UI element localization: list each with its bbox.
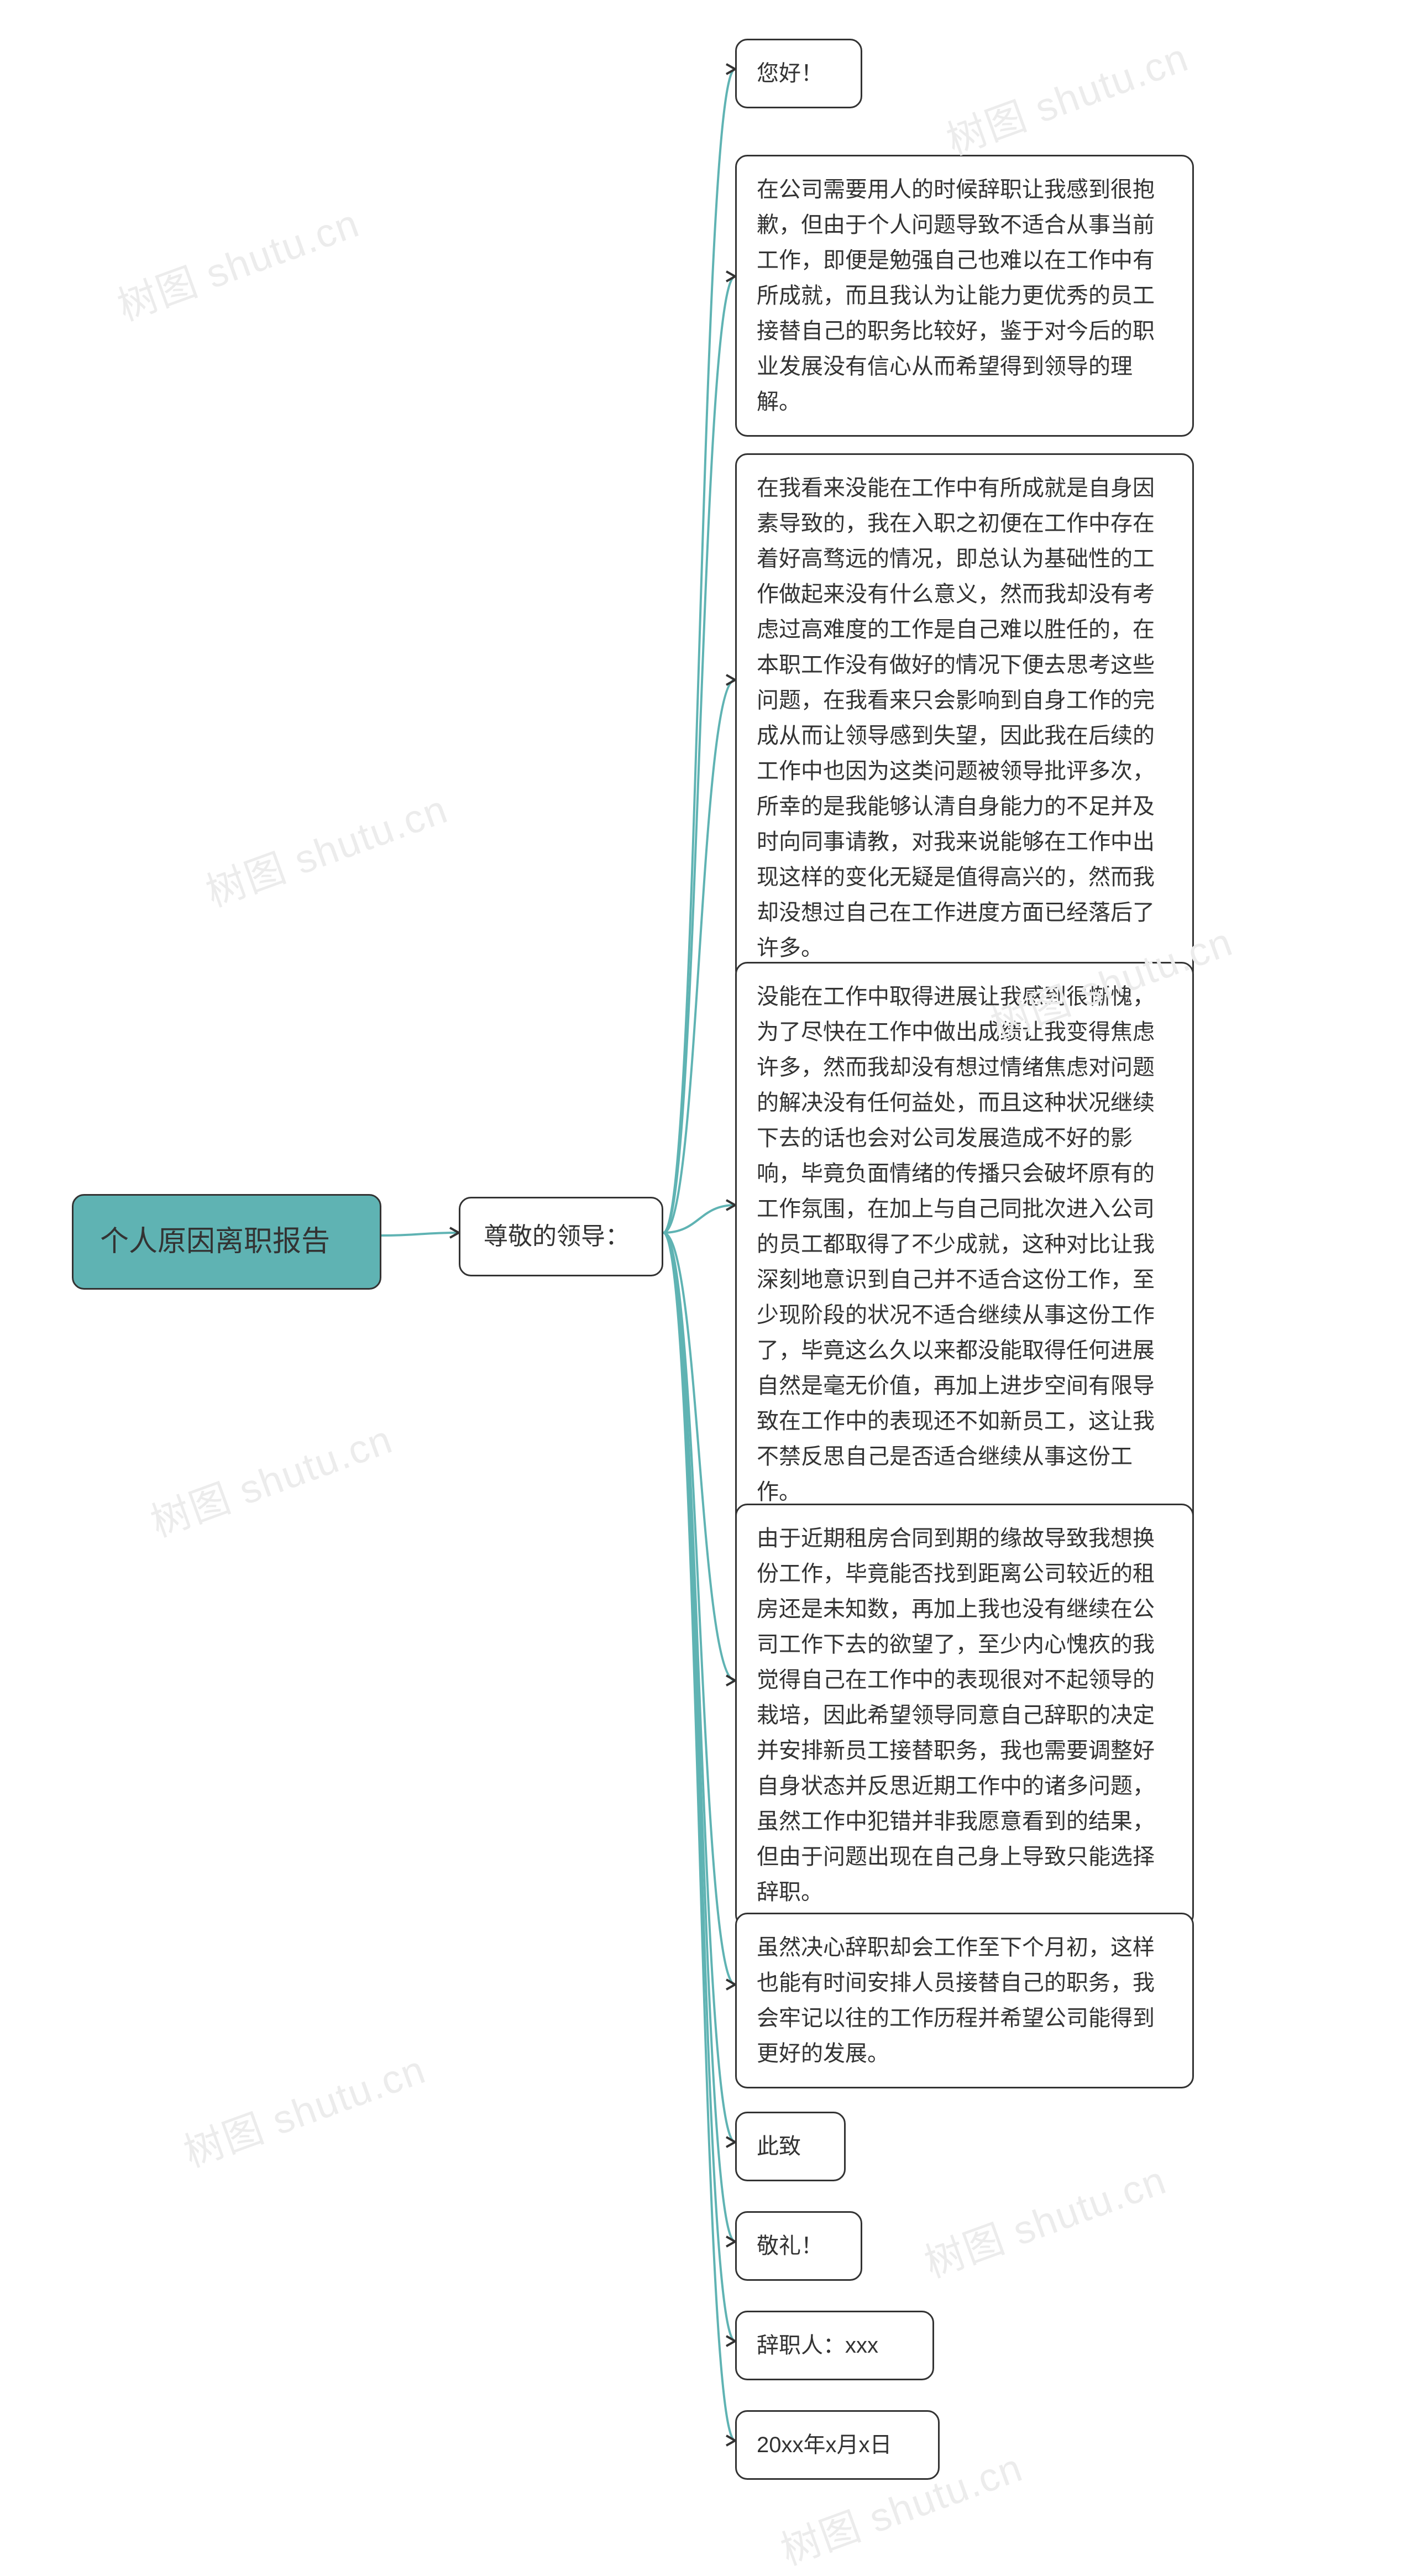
watermark-0: 树图 shutu.cn — [108, 191, 366, 332]
leaf-node-3: 没能在工作中取得进展让我感到很惭愧，为了尽快在工作中做出成绩让我变得焦虑许多，然… — [735, 962, 1194, 1527]
leaf-node-4: 由于近期租房合同到期的缘故导致我想换份工作，毕竟能否找到距离公司较近的租房还是未… — [735, 1504, 1194, 1927]
watermark-4: 树图 shutu.cn — [142, 1407, 399, 1548]
leaf-node-9: 20xx年x月x日 — [735, 2410, 940, 2480]
leaf-node-0: 您好！ — [735, 39, 862, 108]
mid-node: 尊敬的领导： — [459, 1197, 663, 1276]
root-node: 个人原因离职报告 — [72, 1194, 381, 1290]
leaf-node-2: 在我看来没能在工作中有所成就是自身因素导致的，我在入职之初便在工作中存在着好高骛… — [735, 453, 1194, 983]
watermark-5: 树图 shutu.cn — [175, 2037, 432, 2178]
leaf-node-8: 辞职人：xxx — [735, 2311, 934, 2380]
mindmap-canvas: 个人原因离职报告 尊敬的领导： 您好！ 在公司需要用人的时候辞职让我感到很抱歉，… — [0, 0, 1415, 2501]
leaf-node-5: 虽然决心辞职却会工作至下个月初，这样也能有时间安排人员接替自己的职务，我会牢记以… — [735, 1913, 1194, 2088]
leaf-node-1: 在公司需要用人的时候辞职让我感到很抱歉，但由于个人问题导致不适合从事当前工作，即… — [735, 155, 1194, 437]
watermark-6: 树图 shutu.cn — [915, 2148, 1173, 2289]
watermark-2: 树图 shutu.cn — [197, 777, 454, 918]
leaf-node-6: 此致 — [735, 2112, 846, 2181]
leaf-node-7: 敬礼！ — [735, 2211, 862, 2281]
watermark-1: 树图 shutu.cn — [937, 25, 1195, 166]
